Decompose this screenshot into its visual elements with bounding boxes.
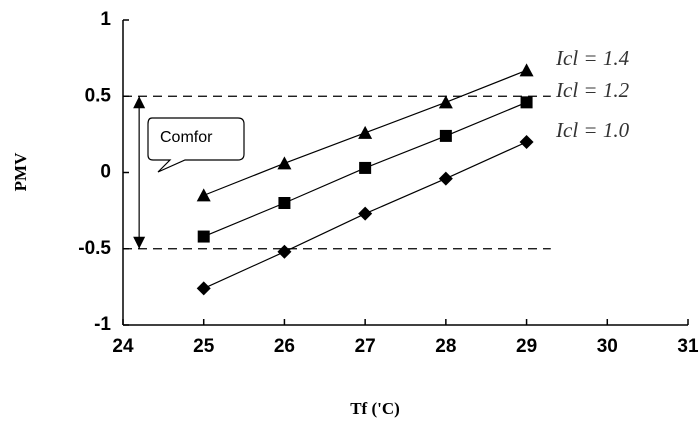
marker <box>520 96 533 109</box>
legend-label: Icl = 1.0 <box>555 118 630 142</box>
y-tick-label: 0.5 <box>85 85 112 106</box>
annotation: Comfor <box>160 129 213 146</box>
marker <box>439 129 452 142</box>
marker <box>197 230 210 243</box>
x-tick-label: 27 <box>355 336 376 357</box>
marker <box>438 95 453 109</box>
x-tick-label: 24 <box>112 336 134 357</box>
y-tick-label: 0 <box>100 162 111 183</box>
y-tick-label: -0.5 <box>78 238 111 259</box>
marker <box>277 244 292 259</box>
x-tick-label: 26 <box>274 336 295 357</box>
y-tick-label: 1 <box>100 9 111 30</box>
marker <box>196 281 211 296</box>
callout <box>147 117 245 173</box>
x-tick-label: 31 <box>677 336 699 357</box>
marker <box>519 135 534 149</box>
x-tick-label: 30 <box>597 336 618 357</box>
arrow-head <box>133 96 146 109</box>
marker <box>358 125 373 139</box>
marker <box>519 63 534 77</box>
legend-label: Icl = 1.2 <box>555 78 630 102</box>
marker <box>196 188 211 202</box>
y-tick-label: -1 <box>94 314 111 335</box>
x-tick-label: 28 <box>435 336 456 357</box>
marker <box>358 206 373 221</box>
x-tick-label: 25 <box>193 336 215 357</box>
marker <box>359 161 372 174</box>
x-axis-title: Tf ('C) <box>350 399 400 418</box>
x-tick-label: 29 <box>516 336 537 357</box>
legend-label: Icl = 1.4 <box>555 46 630 70</box>
marker <box>278 197 291 209</box>
marker <box>438 171 453 186</box>
marker <box>277 156 292 170</box>
y-axis-title: PMV <box>11 152 30 191</box>
arrow-head <box>133 236 146 249</box>
